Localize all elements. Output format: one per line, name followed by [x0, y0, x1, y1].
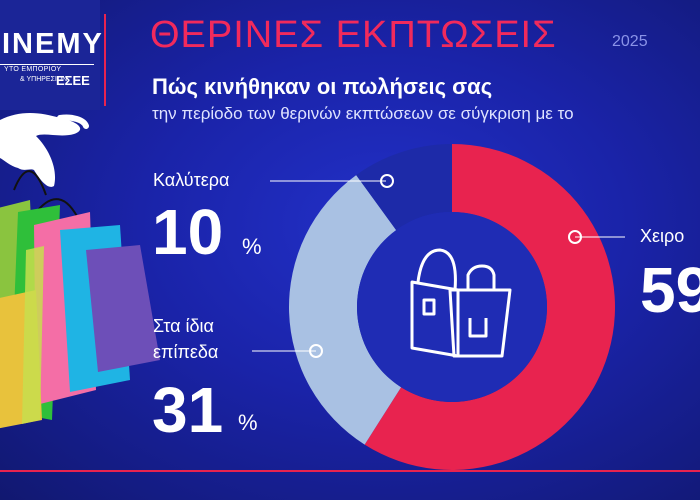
chart-title: Πώς κινήθηκαν οι πωλήσεις σας: [152, 74, 493, 99]
marker-same: [309, 344, 323, 358]
slice-better: [356, 144, 452, 231]
label-same-line2: επίπεδα: [153, 342, 219, 362]
logo-name: ΙΝΕΜΥ: [2, 28, 104, 60]
hand-icon: [0, 113, 89, 187]
header-divider: [104, 14, 106, 106]
logo-org: ΕΣΕΕ: [56, 73, 90, 88]
value-better: 10: [152, 196, 224, 268]
label-worse: Χειρο: [640, 226, 685, 246]
marker-better: [380, 174, 394, 188]
slice-worse: [364, 144, 615, 470]
leader-lines: [252, 180, 625, 352]
campaign-title: ΘΕΡΙΝΕΣ ΕΚΠΤΩΣΕΙΣ: [150, 14, 557, 56]
marker-worse: [568, 230, 582, 244]
chart-subtitle: την περίοδο των θερινών εκπτώσεων σε σύγ…: [152, 104, 574, 123]
label-same-line1: Στα ίδια: [153, 316, 214, 336]
shopping-bags-icon: [0, 170, 160, 429]
logo-rule: [0, 64, 94, 65]
logo-subtitle-1: ΥΤΟ ΕΜΠΟΡΙΟΥ: [4, 66, 62, 73]
slice-same: [289, 175, 402, 445]
label-better: Καλύτερα: [153, 170, 230, 190]
unit-same: %: [238, 410, 258, 435]
unit-better: %: [242, 234, 262, 259]
logo: ΙΝΕΜΥ ΥΤΟ ΕΜΠΟΡΙΟΥ & ΥΠΗΡΕΣΙΩΝ ΕΣΕΕ: [0, 0, 102, 110]
value-same: 31: [152, 374, 224, 446]
bottom-rule: [0, 470, 700, 472]
campaign-year: 2025: [612, 33, 648, 50]
leader-markers: [309, 174, 582, 358]
logo-subtitle-2: & ΥΠΗΡΕΣΙΩΝ: [20, 76, 68, 83]
value-worse: 59: [640, 254, 700, 326]
center-bags-icon: [410, 248, 512, 358]
